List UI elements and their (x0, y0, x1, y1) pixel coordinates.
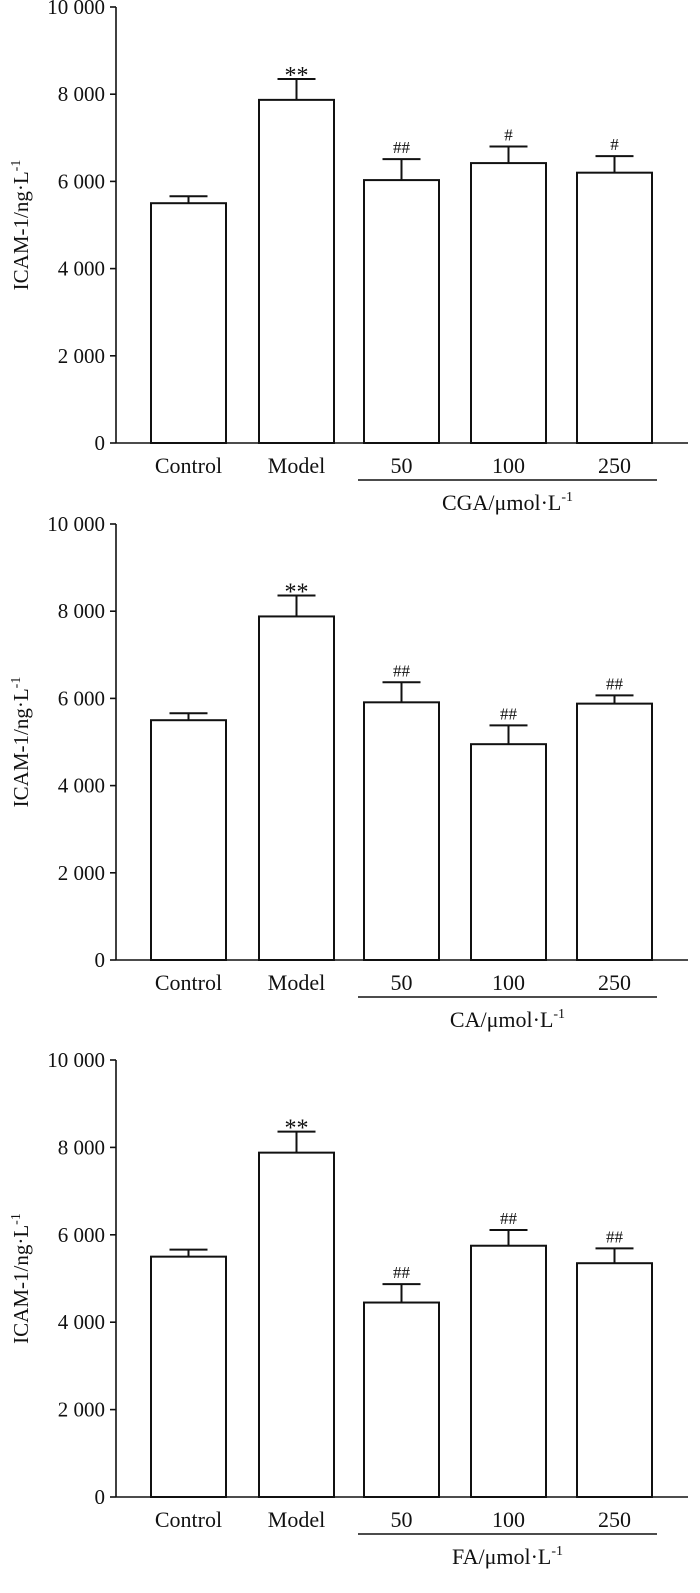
bar-250 (576, 1262, 653, 1498)
bar-control (150, 719, 227, 962)
significance-label: ## (606, 674, 624, 693)
y-tick-label: 2 000 (58, 344, 105, 368)
bar-model (258, 615, 335, 961)
bar-100 (470, 743, 547, 961)
y-axis-title: ICAM-1/ng·L-1 (9, 1213, 33, 1344)
significance-label: ## (500, 1209, 518, 1228)
y-tick-label: 6 000 (58, 686, 105, 710)
bar-50 (363, 1301, 440, 1499)
chart-panel-2: 0 2 000 4 000 6 000 8 000 10 000 ICAM-1/ng·L-1… (9, 512, 688, 1032)
x-tick-label: 250 (598, 1507, 631, 1532)
group-label: CGA/μmol·L-1 (442, 490, 573, 515)
bar-50 (363, 701, 440, 961)
y-axis-title: ICAM-1/ng·L-1 (9, 160, 33, 291)
x-tick-label: Model (268, 970, 325, 995)
y-tick-label: 8 000 (58, 82, 105, 106)
x-tick-label: 100 (492, 453, 525, 478)
x-tick-label: 50 (391, 1507, 413, 1532)
x-tick-label: 50 (391, 970, 413, 995)
significance-label: ## (393, 661, 411, 680)
x-tick-label: 50 (391, 453, 413, 478)
significance-label: ** (285, 580, 309, 606)
y-tick-label: 4 000 (58, 774, 105, 798)
bar-control (150, 202, 227, 444)
significance-label: ## (393, 138, 411, 157)
significance-label: ** (285, 63, 309, 89)
bar-250 (576, 702, 653, 962)
significance-label: ## (606, 1227, 624, 1246)
bar-100 (470, 162, 547, 444)
chart-panel-3: 0 2 000 4 000 6 000 8 000 10 000 ICAM-1/ng·L-1… (9, 1048, 688, 1569)
bar-model (258, 1151, 335, 1499)
bar-250 (576, 171, 653, 444)
significance-label: ** (285, 1116, 309, 1142)
x-tick-label: Control (155, 453, 222, 478)
y-tick-label: 0 (95, 1485, 106, 1509)
chart-panel-1: 0 2 000 4 000 6 000 8 000 10 000 ICAM-1/ng·L-1… (9, 0, 688, 515)
x-tick-label: Model (268, 453, 325, 478)
group-label: CA/μmol·L-1 (450, 1007, 565, 1032)
y-tick-label: 0 (95, 431, 106, 455)
y-tick-label: 4 000 (58, 257, 105, 281)
x-tick-label: Model (268, 1507, 325, 1532)
y-axis-title: ICAM-1/ng·L-1 (9, 677, 33, 808)
y-tick-label: 2 000 (58, 1398, 105, 1422)
x-tick-label: 250 (598, 970, 631, 995)
y-tick-label: 8 000 (58, 1135, 105, 1159)
significance-label: # (610, 135, 619, 154)
bar-model (258, 98, 335, 444)
x-tick-label: Control (155, 970, 222, 995)
y-tick-label: 0 (95, 948, 106, 972)
y-tick-label: 4 000 (58, 1310, 105, 1334)
x-tick-label: 100 (492, 970, 525, 995)
x-tick-label: Control (155, 1507, 222, 1532)
y-tick-label: 10 000 (47, 512, 105, 536)
y-tick-label: 6 000 (58, 169, 105, 193)
group-label: FA/μmol·L-1 (452, 1544, 563, 1569)
x-tick-label: 250 (598, 453, 631, 478)
bar-100 (470, 1244, 547, 1498)
bar-50 (363, 179, 440, 444)
y-tick-label: 2 000 (58, 861, 105, 885)
bar-control (150, 1255, 227, 1499)
significance-label: ## (393, 1263, 411, 1282)
significance-label: ## (500, 704, 518, 723)
y-tick-label: 10 000 (47, 0, 105, 19)
y-tick-label: 10 000 (47, 1048, 105, 1072)
significance-label: # (504, 126, 513, 145)
y-tick-label: 8 000 (58, 599, 105, 623)
x-tick-label: 100 (492, 1507, 525, 1532)
y-tick-label: 6 000 (58, 1223, 105, 1247)
